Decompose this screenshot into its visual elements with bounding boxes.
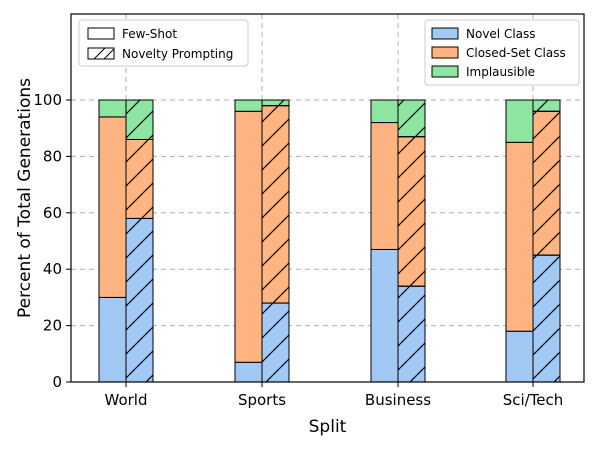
bar-novel-class-few-shot [370,248,399,383]
legend-box [424,19,580,86]
legend-swatch [431,27,459,40]
y-tick-label: 80 [43,147,62,165]
bar-implausible-few-shot [370,99,399,124]
x-axis-label: Split [309,417,347,437]
bar-novel-class-few-shot [505,330,534,383]
bar-closed-set-class-few-shot [98,116,127,298]
bar-implausible-few-shot [98,99,127,118]
bar-hatch-overlay [397,285,426,383]
bar-hatch-overlay [397,99,426,138]
y-tick-label: 60 [43,204,62,222]
bar-hatch-overlay [397,136,426,287]
legend-swatch [431,65,459,78]
bar-closed-set-class-few-shot [234,110,263,363]
bar-novel-class-few-shot [234,361,263,383]
y-axis-label: Percent of Total Generations [15,78,35,318]
axes: 0 20 40 60 80 100 World Sports Business Sci/Tech [33,13,585,409]
bar-hatch-overlay [532,110,561,256]
bar-closed-set-class-few-shot [505,141,534,332]
bar-hatch-overlay [261,302,290,383]
legend-box [78,19,249,67]
legend-label: Closed-Set Class [466,46,566,60]
legend-label: Novel Class [466,27,536,41]
color-legend: Novel Class Closed-Set Class Implausible [424,19,580,86]
hatch-legend: Few-Shot Novelty Prompting [78,19,249,67]
bar-hatch-overlay [125,99,154,140]
legend-hatch-mark [93,47,106,60]
legend-label: Novelty Prompting [122,47,233,61]
bar-hatch-overlay [125,138,154,219]
legend-swatch [87,47,115,60]
legend-swatch [431,46,459,59]
legend-label: Few-Shot [122,27,177,41]
x-tick-label: World [105,391,148,409]
bar-hatch-overlay [261,99,290,107]
y-tick-label: 40 [43,260,62,278]
x-tick-label: Sports [238,391,286,409]
bar-hatch-overlay [261,105,290,304]
plot-frame [70,13,585,383]
x-tick-label: Sci/Tech [503,391,564,409]
bars [98,99,561,383]
bar-novel-class-few-shot [98,296,127,383]
bar-closed-set-class-few-shot [370,122,399,250]
bar-hatch-overlay [125,217,154,383]
y-tick-label: 0 [52,373,62,391]
bar-implausible-few-shot [234,99,263,112]
bar-hatch-overlay [532,254,561,383]
legend-hatch-mark [103,48,115,60]
y-tick-label: 20 [43,317,62,335]
y-tick-label: 100 [33,91,62,109]
legend-label: Implausible [466,65,535,79]
bar-hatch-overlay [532,99,561,112]
legend-swatch [87,27,115,40]
x-tick-label: Business [365,391,431,409]
bar-implausible-few-shot [505,99,534,143]
